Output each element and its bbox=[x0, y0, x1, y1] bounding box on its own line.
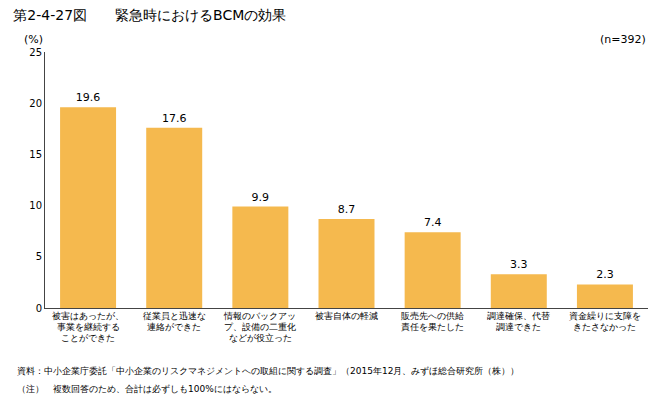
svg-text:（注） 複数回答のため、合計は必ずしも100%にはならない。: （注） 複数回答のため、合計は必ずしも100%にはならない。 bbox=[17, 384, 277, 394]
svg-text:19.6: 19.6 bbox=[76, 91, 101, 104]
svg-text:情報のバックアップ、設備の二重化などが役立った: 情報のバックアップ、設備の二重化などが役立った bbox=[223, 311, 296, 343]
svg-text:5: 5 bbox=[36, 251, 42, 262]
svg-text:資料：中小企業庁委託「中小企業のリスクマネジメントへの取組に: 資料：中小企業庁委託「中小企業のリスクマネジメントへの取組に関する調査」（201… bbox=[17, 366, 519, 376]
svg-text:従業員と迅速な連絡ができた: 従業員と迅速な連絡ができた bbox=[143, 311, 206, 332]
svg-text:0: 0 bbox=[36, 303, 42, 314]
svg-text:調達確保、代替調達できた: 調達確保、代替調達できた bbox=[487, 311, 550, 332]
svg-text:17.6: 17.6 bbox=[162, 112, 187, 125]
svg-text:10: 10 bbox=[29, 200, 42, 211]
svg-text:販売先への供給責任を果たした: 販売先への供給責任を果たした bbox=[401, 311, 464, 332]
svg-text:第2-4-27図 緊急時におけるBCMの効果: 第2-4-27図 緊急時におけるBCMの効果 bbox=[13, 7, 286, 23]
svg-text:被害はあったが、事業を継続することができた: 被害はあったが、事業を継続することができた bbox=[52, 311, 124, 343]
svg-text:資金繰りに支障をきたさなかった: 資金繰りに支障をきたさなかった bbox=[569, 311, 641, 332]
svg-text:9.9: 9.9 bbox=[252, 191, 269, 204]
svg-text:25: 25 bbox=[29, 47, 42, 58]
svg-text:8.7: 8.7 bbox=[338, 203, 356, 216]
svg-text:(%): (%) bbox=[24, 33, 43, 46]
svg-text:7.4: 7.4 bbox=[424, 216, 442, 229]
svg-text:15: 15 bbox=[29, 149, 42, 160]
svg-text:2.3: 2.3 bbox=[596, 268, 614, 281]
svg-text:3.3: 3.3 bbox=[510, 258, 528, 271]
svg-text:(n=392): (n=392) bbox=[600, 33, 646, 46]
svg-text:被害自体の軽減: 被害自体の軽減 bbox=[315, 311, 378, 321]
svg-text:20: 20 bbox=[29, 98, 42, 109]
